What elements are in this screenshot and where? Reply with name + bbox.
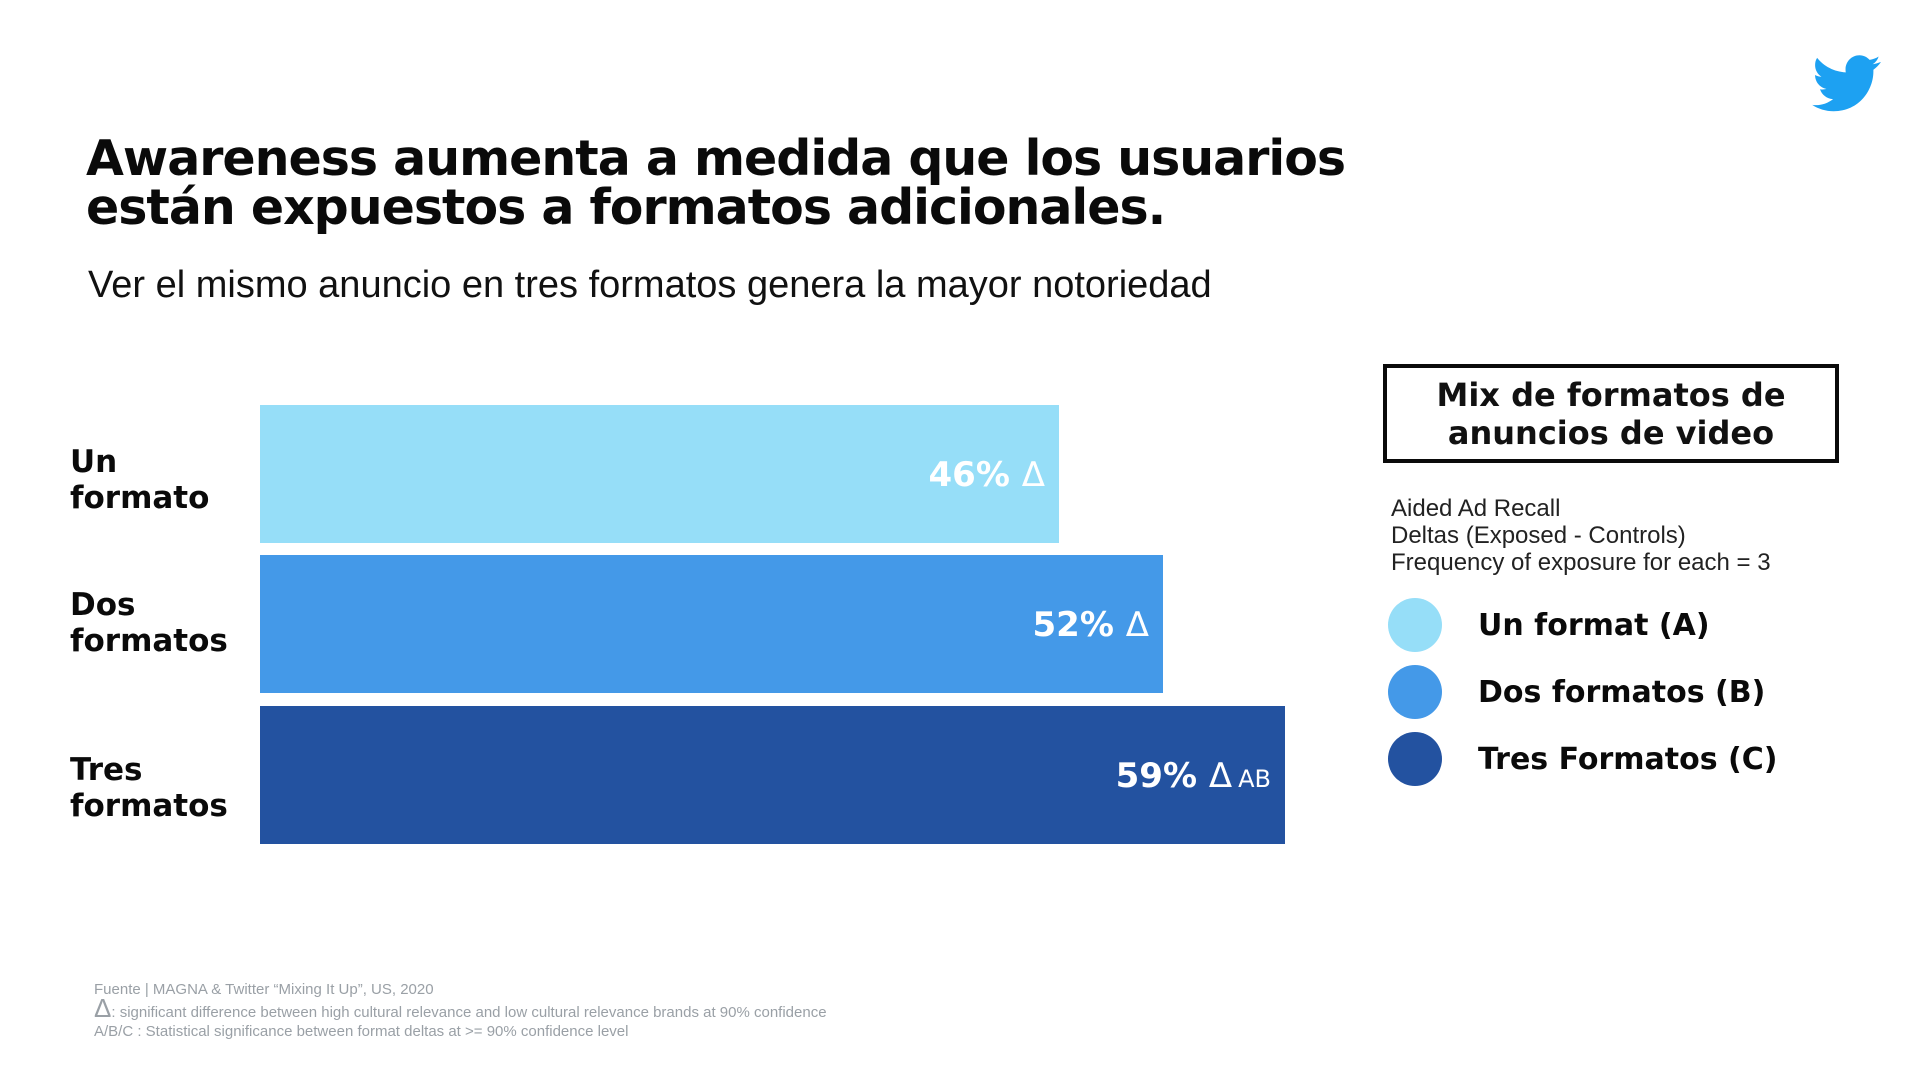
source-note: Fuente | MAGNA & Twitter “Mixing It Up”,…	[94, 981, 434, 998]
page-subtitle: Ver el mismo anuncio en tres formatos ge…	[88, 264, 1212, 306]
category-label-dos-formatos: Dos formatos	[70, 587, 260, 659]
category-label-line: Tres	[70, 752, 143, 788]
legend-swatch-b	[1388, 665, 1442, 719]
note-deltas: Deltas (Exposed - Controls)	[1391, 522, 1686, 549]
bar-3	[260, 706, 1285, 844]
legend-title-line-2: anuncios de video	[1447, 413, 1775, 452]
note-metric: Aided Ad Recall	[1391, 495, 1561, 522]
legend-swatch-a	[1388, 598, 1442, 652]
title-line-2: están expuestos a formatos adicionales.	[86, 179, 1166, 236]
bar-value-label-2: 52% Δ	[1033, 605, 1149, 645]
category-label-line: formatos	[70, 788, 228, 824]
chart-notes: Aided Ad Recall Deltas (Exposed - Contro…	[1391, 495, 1771, 576]
legend-item-b: Dos formatos (B)	[1388, 665, 1765, 719]
legend-title-line-1: Mix de formatos de	[1436, 375, 1786, 414]
category-label-line: formatos	[70, 623, 228, 659]
page-title: Awareness aumenta a medida que los usuar…	[86, 134, 1486, 232]
twitter-bird-icon	[1812, 55, 1881, 112]
legend-item-c: Tres Formatos (C)	[1388, 732, 1778, 786]
note-frequency: Frequency of exposure for each = 3	[1391, 549, 1771, 576]
legend-item-a: Un format (A)	[1388, 598, 1710, 652]
category-label-line: Un	[70, 444, 118, 480]
legend-title-box: Mix de formatos de anuncios de video	[1383, 364, 1839, 463]
legend-label-c: Tres Formatos (C)	[1478, 741, 1778, 777]
title-line-1: Awareness aumenta a medida que los usuar…	[86, 130, 1346, 187]
legend-label-a: Un format (A)	[1478, 607, 1710, 643]
legend-title: Mix de formatos de anuncios de video	[1436, 376, 1785, 452]
bar-2	[260, 555, 1163, 693]
legend-label-b: Dos formatos (B)	[1478, 674, 1766, 710]
delta-icon: Δ	[94, 993, 112, 1023]
category-label-line: formato	[70, 480, 210, 516]
category-label-un-formato: Un formato	[70, 444, 260, 516]
category-label-line: Dos	[70, 587, 136, 623]
category-label-tres-formatos: Tres formatos	[70, 752, 260, 824]
bar-1	[260, 405, 1059, 543]
bar-value-label-1: 46% Δ	[929, 455, 1045, 495]
bar-value-label-3: 59% Δ AB	[1116, 756, 1271, 796]
footnotes: Fuente | MAGNA & Twitter “Mixing It Up”,…	[94, 980, 827, 1041]
delta-note: Δ: significant difference between high c…	[94, 995, 827, 1022]
delta-note-text: : significant difference between high cu…	[111, 1004, 827, 1021]
legend-swatch-c	[1388, 732, 1442, 786]
abc-note: A/B/C : Statistical significance between…	[94, 1023, 629, 1040]
